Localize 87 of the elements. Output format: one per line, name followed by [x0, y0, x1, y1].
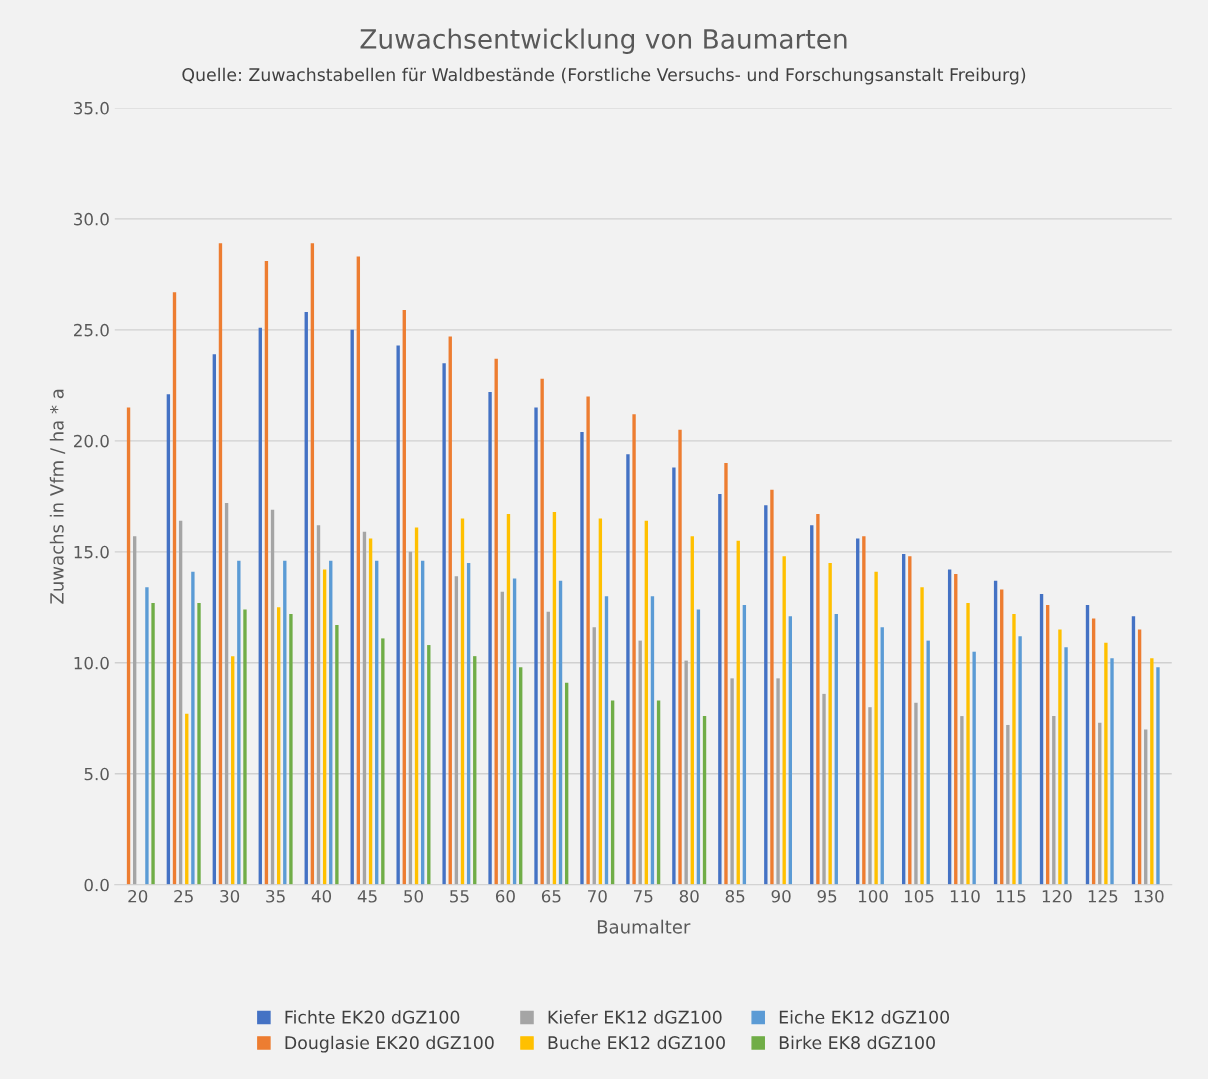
y-tick-label: 5.0	[84, 767, 109, 781]
y-tick-label: 25.0	[74, 323, 109, 337]
x-tick-label: 80	[679, 889, 699, 903]
bar	[289, 613, 293, 885]
chart-title: Zuwachsentwicklung von Baumarten	[360, 28, 847, 55]
x-tick-label: 90	[771, 889, 791, 903]
bar	[730, 678, 734, 885]
bar	[816, 514, 820, 885]
x-tick-label: 30	[220, 889, 240, 903]
x-tick-label: 50	[404, 889, 423, 903]
bar	[191, 571, 195, 885]
x-tick-label: 85	[725, 889, 745, 903]
bar	[678, 429, 682, 885]
bar	[442, 363, 446, 885]
bar	[672, 467, 676, 885]
bar	[335, 625, 339, 885]
bar	[718, 494, 722, 885]
bar	[197, 602, 201, 885]
bar	[862, 536, 866, 885]
bar	[243, 609, 247, 885]
bar	[1012, 613, 1016, 885]
x-tick-label: 75	[634, 890, 653, 903]
bar	[770, 489, 774, 885]
bar	[1104, 642, 1108, 885]
legend-label: Fichte EK20 dGZ100	[285, 1010, 460, 1024]
x-tick-label: 125	[1088, 889, 1118, 903]
x-tick-label: 40	[311, 889, 332, 903]
x-tick-label: 120	[1042, 889, 1072, 903]
legend-label: Buche EK12 dGZ100	[548, 1035, 725, 1050]
bar	[488, 392, 492, 885]
y-tick-label: 20.0	[74, 434, 109, 448]
bar	[966, 602, 970, 885]
x-tick-label: 35	[266, 889, 285, 903]
x-tick-label: 45	[357, 890, 377, 903]
bar	[580, 431, 584, 885]
bar	[914, 702, 918, 885]
bar	[1018, 636, 1022, 885]
x-tick-label: 130	[1134, 889, 1164, 903]
x-tick-label: 65	[541, 889, 561, 903]
chart-subtitle: Quelle: Zuwachstabellen für Waldbestände (Forstliche Versuchs- und Forschungsanstalt Freiburg)	[182, 67, 1026, 85]
bar	[540, 378, 544, 885]
bar	[1150, 658, 1154, 885]
x-tick-label: 95	[817, 889, 837, 903]
bar	[151, 602, 155, 885]
y-tick-label: 0.0	[84, 878, 109, 892]
x-tick-label: 20	[128, 889, 148, 903]
bar	[632, 414, 636, 885]
bar	[776, 678, 780, 885]
bar	[828, 562, 832, 885]
bar	[237, 560, 241, 885]
bar	[396, 345, 400, 885]
bar	[1110, 658, 1114, 885]
bar	[1064, 647, 1068, 885]
legend-label: Birke EK8 dGZ100	[779, 1035, 935, 1050]
bar	[972, 651, 976, 885]
bar	[1058, 629, 1062, 885]
y-tick-label: 30.0	[74, 212, 109, 226]
y-axis-title: Zuwachs in Vfm / ha * a	[49, 389, 66, 604]
y-tick-label: 10.0	[74, 656, 109, 670]
bar	[534, 407, 538, 885]
bar	[960, 716, 964, 885]
bar	[874, 571, 878, 885]
bar	[724, 463, 728, 885]
x-tick-label: 100	[858, 889, 888, 903]
bar	[822, 693, 826, 885]
bar	[684, 660, 688, 885]
x-tick-label: 110	[950, 889, 980, 903]
x-tick-label: 60	[495, 889, 515, 903]
x-tick-label: 105	[904, 889, 934, 903]
y-tick-label: 35.0	[74, 101, 109, 115]
legend-label: Eiche EK12 dGZ100	[779, 1010, 950, 1024]
bar	[145, 587, 149, 885]
bar	[920, 587, 924, 885]
bar	[868, 707, 872, 885]
bar	[586, 396, 590, 885]
legend-label: Douglasie EK20 dGZ100	[285, 1035, 494, 1053]
y-tick-label: 15.0	[74, 545, 109, 559]
bar	[1156, 667, 1160, 885]
bar	[626, 454, 630, 885]
x-axis-title: Baumalter	[597, 919, 691, 934]
bar	[1006, 724, 1010, 885]
x-tick-label: 55	[450, 890, 469, 903]
x-tick-label: 115	[996, 890, 1026, 903]
x-tick-label: 25	[174, 889, 193, 903]
x-tick-label: 70	[588, 889, 607, 903]
bar	[381, 638, 385, 885]
legend-label: Kiefer EK12 dGZ100	[548, 1010, 722, 1024]
